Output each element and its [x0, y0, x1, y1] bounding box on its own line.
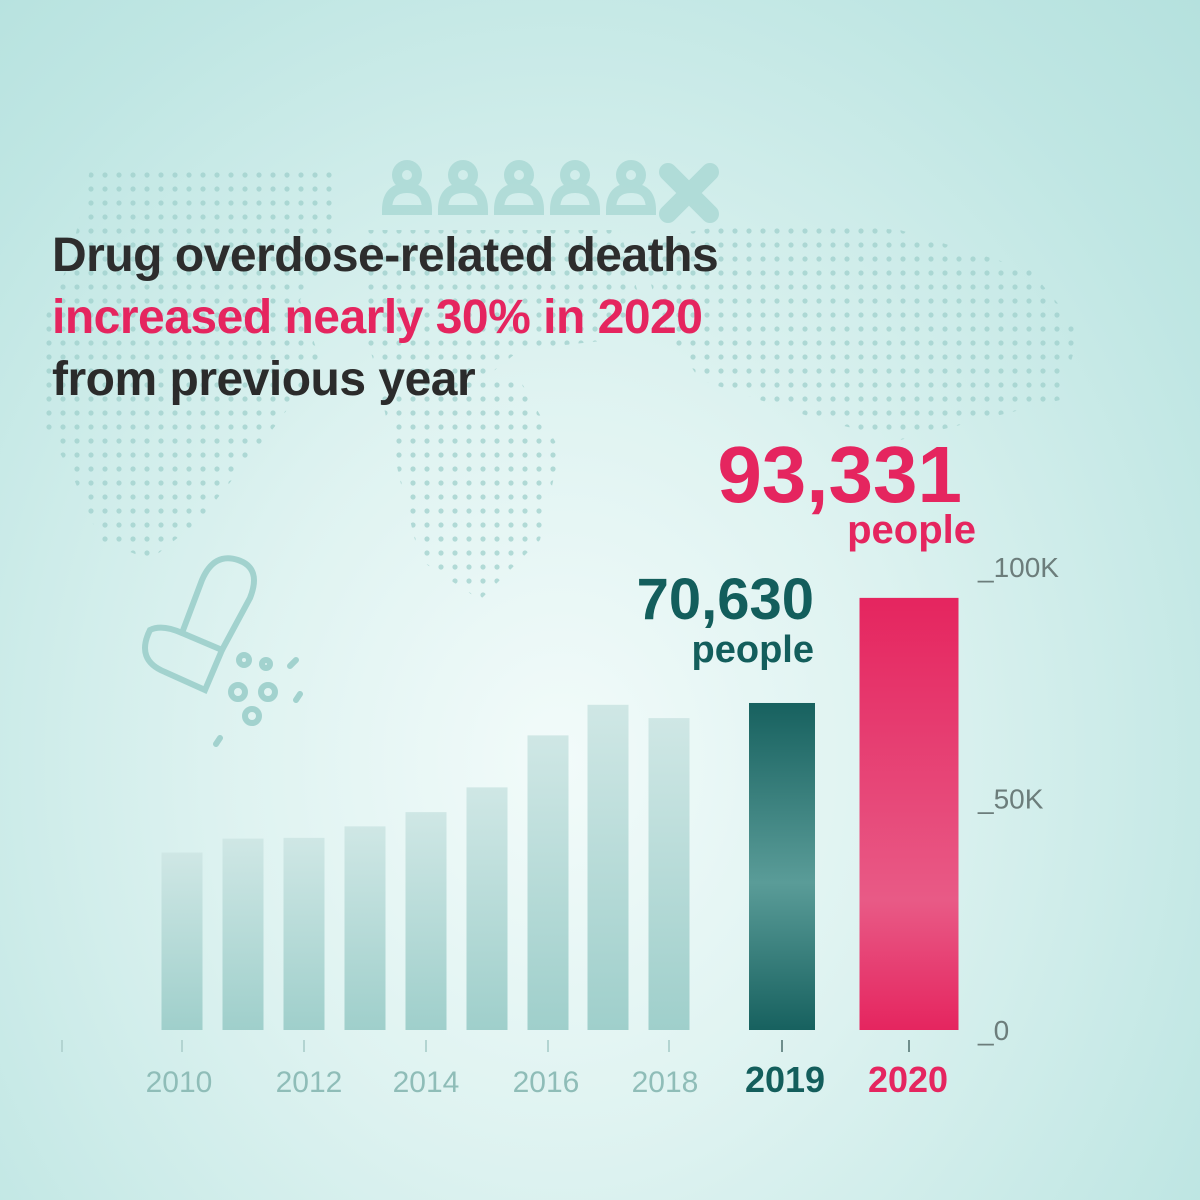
headline-line-1: Drug overdose-related deaths	[52, 229, 719, 282]
headline: Drug overdose-related deaths increased n…	[52, 226, 719, 410]
x-tick-label-2020: 2020	[868, 1059, 948, 1100]
y-tick-label: _50K	[977, 784, 1044, 815]
bar-2011	[222, 838, 264, 1030]
bar-2014	[405, 812, 447, 1030]
x-tick-label-2018: 2018	[632, 1066, 699, 1099]
x-tick-label-2010: 2010	[146, 1066, 213, 1099]
bar-2012	[283, 837, 325, 1030]
bar-2018	[648, 718, 690, 1030]
bar-2010	[161, 852, 203, 1030]
x-tick-label-2019: 2019	[745, 1059, 825, 1100]
capsule-icon	[142, 555, 303, 747]
x-tick-label-2016: 2016	[513, 1066, 580, 1099]
y-tick-label: _0	[977, 1015, 1009, 1046]
people-icons	[381, 160, 719, 223]
callout-2020: 93,331 people	[717, 430, 976, 551]
y-tick-label: _100K	[977, 552, 1059, 583]
callout-2019-value: 70,630	[636, 567, 814, 632]
bar-2015	[466, 787, 508, 1030]
headline-line-2: increased nearly 30% in 2020	[52, 291, 703, 344]
bar-2013	[344, 826, 386, 1030]
x-tick-label-2014: 2014	[393, 1066, 460, 1099]
callout-2020-value: 93,331	[717, 430, 962, 519]
callout-2019-unit: people	[691, 629, 814, 671]
headline-line-3: from previous year	[52, 353, 476, 406]
world-map-dots-icon	[40, 170, 1080, 600]
callout-2019: 70,630 people	[636, 567, 814, 671]
bar-2017	[587, 704, 629, 1030]
bar-2020	[859, 597, 959, 1030]
callout-2020-unit: people	[847, 508, 976, 552]
bar-2016	[527, 735, 569, 1030]
x-tick-label-2012: 2012	[276, 1066, 343, 1099]
bar-2019	[749, 702, 815, 1030]
